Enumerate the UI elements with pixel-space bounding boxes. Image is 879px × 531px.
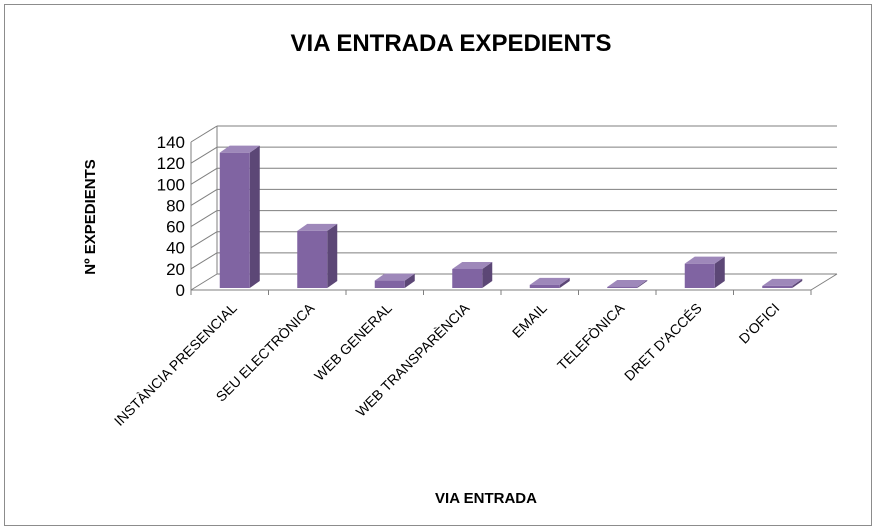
bar-front <box>374 280 405 288</box>
bar-side <box>637 279 648 288</box>
gridline-side <box>190 273 218 291</box>
bar <box>762 278 803 288</box>
y-tick-label: 20 <box>166 260 185 279</box>
bar <box>529 277 570 288</box>
y-axis-title: Nº EXPEDIENTS <box>82 159 99 275</box>
y-axis-ticks: 0 20 40 60 80 100 120 140 <box>157 133 185 300</box>
chart-title: VIA ENTRADA EXPEDIENTS <box>291 30 612 57</box>
bar-side <box>327 223 338 288</box>
x-category-label: TELEFÒNICA <box>554 299 628 373</box>
y-tick-label: 40 <box>166 239 185 258</box>
gridline-side <box>190 231 218 249</box>
x-category-label: D'OFICI <box>736 300 783 347</box>
bar <box>374 273 415 288</box>
gridline-side <box>190 252 218 270</box>
y-tick-label: 0 <box>176 281 185 300</box>
x-category-label: WEB GENERAL <box>311 300 395 384</box>
bar <box>219 145 260 288</box>
bar-side <box>249 145 260 288</box>
x-category-label: INSTÀNCIA PRESENCIAL <box>111 300 240 429</box>
y-tick-label: 100 <box>157 175 185 194</box>
bar-top <box>374 273 415 281</box>
x-category-label: DRET D'ACCÉS <box>621 300 705 384</box>
bar-front <box>684 263 715 288</box>
bar-top <box>529 277 570 285</box>
bar-front <box>297 230 328 288</box>
bar <box>452 261 493 288</box>
bar-front <box>762 285 793 288</box>
bar-chart: VIA ENTRADA EXPEDIENTS 0 20 40 60 80 100 120 14… <box>82 30 838 507</box>
chart-frame: VIA ENTRADA EXPEDIENTS 0 20 40 60 80 100 120 14… <box>4 4 872 526</box>
bar-front <box>607 286 638 288</box>
bar-side <box>714 256 725 288</box>
bar-side <box>482 261 493 288</box>
bars <box>219 145 803 288</box>
floor-right-edge <box>810 273 838 291</box>
x-category-label: EMAIL <box>509 300 550 341</box>
gridlines <box>190 125 838 295</box>
bar-side <box>559 277 570 288</box>
gridline-side <box>190 146 218 164</box>
bar-front <box>529 284 560 288</box>
bar <box>607 279 648 288</box>
bar-top <box>297 223 338 231</box>
gridline-side <box>190 210 218 227</box>
bar-top <box>452 261 493 269</box>
gridline-side <box>190 167 218 185</box>
y-tick-label: 120 <box>157 154 185 173</box>
y-tick-label: 60 <box>166 218 185 237</box>
x-axis-title: VIA ENTRADA <box>435 490 537 507</box>
gridline-side <box>190 125 218 143</box>
y-tick-label: 80 <box>166 196 185 215</box>
gridline-side <box>190 189 218 206</box>
bar-top <box>607 279 648 287</box>
bar <box>297 223 338 288</box>
bar <box>684 256 725 288</box>
bar-top <box>762 278 803 286</box>
bar-front <box>452 268 483 288</box>
bar-side <box>404 273 415 288</box>
bar-top <box>219 145 260 153</box>
bar-front <box>219 152 250 288</box>
bar-top <box>684 256 725 264</box>
y-tick-label: 140 <box>157 133 185 152</box>
bar-side <box>792 278 803 288</box>
